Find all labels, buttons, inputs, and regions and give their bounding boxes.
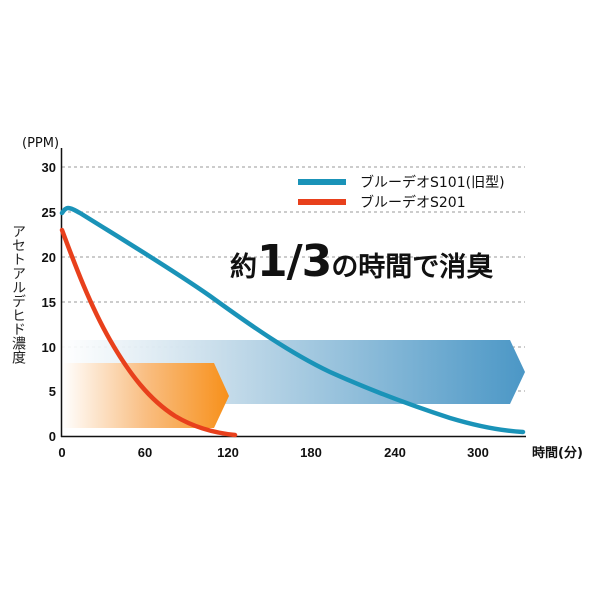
y-tick-label: 10 bbox=[42, 340, 56, 355]
x-tick-label: 300 bbox=[467, 445, 489, 460]
legend-swatch-red bbox=[298, 199, 346, 205]
orange-time-band bbox=[62, 363, 229, 428]
chart-legend: ブルーデオS101(旧型) ブルーデオS201 bbox=[298, 172, 505, 212]
headline-suffix: の時間で消臭 bbox=[331, 252, 494, 283]
y-tick-label: 15 bbox=[42, 295, 56, 310]
headline-prefix: 約 bbox=[230, 252, 257, 283]
x-tick-labels: 0 60 120 180 240 300 bbox=[58, 445, 488, 460]
y-tick-labels: 30 25 20 15 10 5 0 bbox=[42, 160, 56, 444]
legend-swatch-blue bbox=[298, 179, 346, 185]
x-tick-label: 60 bbox=[138, 445, 152, 460]
series-line-s101 bbox=[59, 205, 526, 435]
headline-fraction: 1/3 bbox=[257, 236, 332, 287]
y-tick-label: 20 bbox=[42, 250, 56, 265]
y-tick-label: 30 bbox=[42, 160, 56, 175]
legend-item-s101: ブルーデオS101(旧型) bbox=[298, 172, 505, 192]
y-tick-label: 0 bbox=[49, 429, 56, 444]
x-tick-label: 0 bbox=[58, 445, 65, 460]
y-axis-unit: (PPM) bbox=[22, 136, 60, 151]
y-axis-title: アセトアルデヒド濃度 bbox=[10, 224, 26, 364]
x-tick-label: 240 bbox=[384, 445, 406, 460]
legend-label: ブルーデオS201 bbox=[360, 195, 466, 211]
legend-label: ブルーデオS101(旧型) bbox=[360, 175, 505, 191]
y-tick-label: 25 bbox=[42, 205, 56, 220]
y-tick-label: 5 bbox=[49, 384, 56, 399]
x-axis-title: 時間(分) bbox=[532, 446, 583, 461]
series-line-s201 bbox=[59, 227, 238, 438]
headline-annotation: 約1/3の時間で消臭 bbox=[230, 236, 493, 287]
legend-item-s201: ブルーデオS201 bbox=[298, 192, 505, 212]
x-tick-label: 120 bbox=[217, 445, 239, 460]
x-tick-label: 180 bbox=[300, 445, 322, 460]
